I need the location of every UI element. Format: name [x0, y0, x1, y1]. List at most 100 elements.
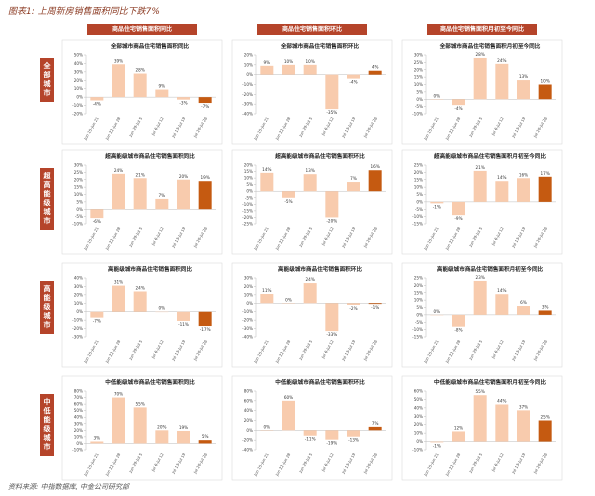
column-header: 商品住宅销售面积同比 [87, 24, 197, 35]
data-label: 0% [159, 306, 166, 311]
y-tick-label: 40% [74, 276, 83, 281]
data-label: -4% [93, 102, 101, 107]
bar [473, 280, 487, 315]
data-label: 13% [306, 168, 315, 173]
y-tick-label: 5% [416, 192, 423, 197]
row-label: 中低能级城市 [40, 394, 54, 456]
bar [155, 89, 169, 98]
data-label: 19% [179, 425, 188, 430]
data-label: 7% [159, 193, 166, 198]
bar [452, 201, 465, 216]
chart-title: 全部城市商品住宅销售面积月初至今同比 [439, 42, 541, 50]
bar [303, 174, 317, 192]
bar [517, 410, 530, 442]
bar [303, 430, 317, 436]
y-tick-label: -20% [242, 438, 253, 443]
bar [260, 65, 274, 75]
bar [473, 57, 487, 100]
data-label: 20% [179, 174, 188, 179]
bar [177, 179, 190, 210]
y-tick-label: 60% [74, 402, 83, 407]
bar [112, 173, 125, 210]
chart-title: 中低能级城市商品住宅销售面积环比 [275, 378, 365, 386]
bar [347, 74, 360, 79]
y-tick-label: 10% [74, 86, 83, 91]
y-tick-label: 20% [244, 163, 253, 168]
y-tick-label: -5% [415, 207, 423, 212]
y-tick-label: 25% [414, 163, 423, 168]
y-tick-label: 20% [414, 422, 423, 427]
y-tick-label: -10% [72, 222, 83, 227]
data-label: -3% [179, 101, 187, 106]
y-tick-label: 0% [246, 428, 253, 433]
data-label: 0% [434, 93, 441, 98]
y-tick-label: 20% [414, 170, 423, 175]
y-tick-label: -40% [242, 335, 253, 340]
data-label: 14% [497, 288, 506, 293]
bar [452, 99, 465, 106]
y-tick-label: 5% [416, 89, 423, 94]
y-tick-label: -30% [242, 326, 253, 331]
data-label: 70% [114, 392, 123, 397]
data-label: -1% [433, 443, 441, 448]
y-tick-label: -10% [242, 82, 253, 87]
data-label: 23% [476, 275, 485, 280]
data-label: 37% [519, 404, 528, 409]
column-header: 商品住宅销售面积环比 [257, 24, 367, 35]
y-tick-label: -10% [72, 103, 83, 108]
y-tick-label: 20% [414, 283, 423, 288]
bar [368, 426, 382, 431]
data-label: -1% [371, 305, 379, 310]
y-tick-label: 0% [416, 439, 423, 444]
data-label: -6% [93, 219, 101, 224]
y-tick-label: 15% [414, 290, 423, 295]
y-tick-label: 40% [244, 408, 253, 413]
data-label: 55% [136, 401, 145, 406]
y-tick-label: 50% [74, 408, 83, 413]
data-label: 0% [264, 424, 271, 429]
bar [198, 440, 212, 444]
bar [282, 400, 295, 431]
y-tick-label: 40% [74, 61, 83, 66]
chart-title: 中低能级城市商品住宅销售面积同比 [105, 378, 195, 386]
data-label: -4% [349, 80, 357, 85]
data-label: 12% [454, 425, 463, 430]
chart-title: 高能级城市商品住宅销售面积月初至今同比 [437, 265, 544, 273]
data-label: -4% [454, 106, 462, 111]
y-tick-label: 0% [76, 95, 83, 100]
y-tick-label: 20% [244, 284, 253, 289]
y-tick-label: 20% [74, 177, 83, 182]
data-label: 21% [136, 172, 145, 177]
y-tick-label: 20% [74, 428, 83, 433]
panel [231, 39, 393, 145]
data-label: 3% [542, 304, 549, 309]
y-tick-label: 10% [414, 82, 423, 87]
y-tick-label: -25% [242, 222, 253, 227]
y-tick-label: 30% [414, 414, 423, 419]
data-label: 10% [541, 79, 550, 84]
page-title: 图表1: 上周新房销售面积同比下跌7% [8, 7, 160, 17]
y-tick-label: 30% [74, 69, 83, 74]
bar [155, 430, 169, 444]
data-label: 31% [114, 280, 123, 285]
chart-title: 超高能级城市商品住宅销售面积同比 [104, 152, 195, 160]
data-label: 10% [284, 59, 293, 64]
y-tick-label: 30% [74, 421, 83, 426]
bar [495, 181, 509, 202]
y-tick-label: 80% [244, 389, 253, 394]
y-tick-label: 20% [74, 78, 83, 83]
y-tick-label: -40% [242, 448, 253, 453]
y-tick-label: -30% [72, 335, 83, 340]
bar [430, 441, 444, 443]
y-tick-label: 0% [246, 189, 253, 194]
y-tick-label: -20% [242, 215, 253, 220]
bar [90, 311, 104, 318]
y-tick-label: 70% [74, 395, 83, 400]
bar [538, 84, 552, 100]
data-label: 39% [114, 58, 123, 63]
bar [133, 178, 147, 210]
bar [347, 430, 360, 437]
y-tick-label: -40% [242, 112, 253, 117]
y-tick-label: 5% [416, 305, 423, 310]
